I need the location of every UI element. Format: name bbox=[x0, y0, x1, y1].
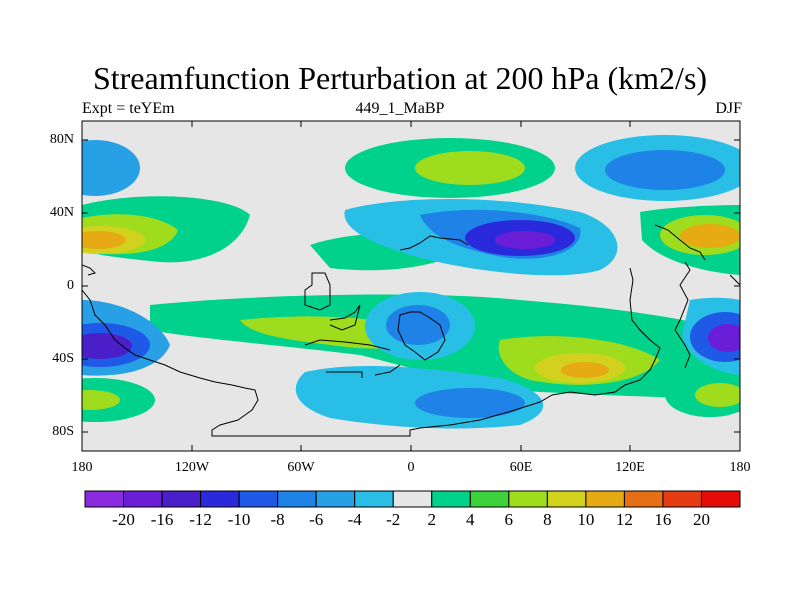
colorbar-swatch bbox=[161, 490, 202, 508]
lat-label: 40N bbox=[49, 205, 74, 220]
coastline bbox=[304, 339, 391, 351]
lon-label: 120W bbox=[174, 460, 210, 475]
map-title: Streamfunction Perturbation at 200 hPa (… bbox=[92, 60, 708, 96]
coastline bbox=[399, 235, 469, 251]
colorbar-swatch bbox=[354, 490, 394, 508]
colorbar-label: -20 bbox=[112, 510, 135, 529]
lon-label: 180 bbox=[71, 460, 93, 475]
colorbar-label: 20 bbox=[693, 510, 710, 529]
coastline bbox=[82, 264, 96, 276]
contour-region bbox=[495, 231, 555, 249]
colorbar-swatch bbox=[585, 490, 625, 508]
lon-label: 180 bbox=[729, 460, 751, 475]
colorbar-label: 16 bbox=[654, 510, 672, 529]
colorbar-swatch bbox=[508, 490, 548, 508]
colorbar-swatch bbox=[623, 490, 664, 508]
colorbar-swatch bbox=[200, 490, 240, 508]
lat-label: 80S bbox=[52, 424, 74, 439]
contour-region bbox=[561, 362, 609, 378]
contour-region bbox=[82, 390, 120, 410]
coastline bbox=[374, 364, 401, 376]
lon-label: 0 bbox=[407, 460, 415, 475]
coastline bbox=[326, 371, 363, 378]
colorbar bbox=[84, 490, 741, 508]
contour-region bbox=[605, 150, 725, 190]
coastline bbox=[397, 311, 446, 361]
colorbar-swatch bbox=[469, 490, 510, 508]
coastline bbox=[82, 267, 661, 437]
contour-region bbox=[386, 305, 450, 345]
colorbar-label: -10 bbox=[227, 510, 251, 529]
colorbar-label: 4 bbox=[466, 510, 475, 529]
experiment-label: Expt = teYEm bbox=[82, 100, 175, 117]
lon-ticks bbox=[191, 121, 631, 451]
colorbar-swatch bbox=[546, 490, 587, 508]
colorbar-label: -2 bbox=[386, 510, 401, 529]
colorbar-swatch bbox=[238, 490, 279, 508]
coastlines bbox=[82, 224, 740, 437]
colorbar-swatch bbox=[277, 490, 317, 508]
colorbar-swatch bbox=[123, 490, 163, 508]
lat-ticks bbox=[82, 139, 740, 433]
colorbar-label: -12 bbox=[189, 510, 212, 529]
lon-label: 60E bbox=[509, 460, 533, 475]
colorbar-label: 6 bbox=[504, 510, 514, 529]
lat-label: 80N bbox=[49, 132, 74, 147]
lat-label: 40S bbox=[52, 351, 74, 366]
run-label: 449_1_MaBP bbox=[355, 100, 445, 117]
contour-region bbox=[695, 383, 740, 407]
coastline bbox=[654, 224, 706, 261]
colorbar-swatch bbox=[700, 490, 741, 508]
colorbar-label: -6 bbox=[309, 510, 324, 529]
colorbar-label: 12 bbox=[615, 510, 633, 529]
contour-region bbox=[82, 140, 140, 196]
lat-label: 0 bbox=[67, 278, 74, 293]
coastline bbox=[729, 274, 740, 286]
colorbar-swatch bbox=[662, 490, 702, 508]
lon-label: 120E bbox=[615, 460, 645, 475]
colorbar-label: -4 bbox=[347, 510, 362, 529]
contour-region bbox=[82, 231, 126, 249]
colorbar-label: -16 bbox=[150, 510, 174, 529]
colorbar-label: -8 bbox=[270, 510, 285, 529]
coastline bbox=[674, 261, 691, 369]
season-label: DJF bbox=[715, 100, 742, 117]
colorbar-label: 2 bbox=[427, 510, 437, 529]
coastline bbox=[329, 304, 361, 331]
contour-region bbox=[708, 324, 740, 352]
contour-region bbox=[82, 333, 132, 359]
coastline bbox=[304, 272, 331, 311]
colorbar-swatch bbox=[431, 490, 471, 508]
contour-region bbox=[415, 388, 525, 418]
lon-label: 60W bbox=[287, 460, 315, 475]
contour-region bbox=[680, 224, 740, 248]
colorbar-label: 8 bbox=[543, 510, 552, 529]
colorbar-swatch bbox=[84, 490, 125, 508]
colorbar-label: 10 bbox=[577, 510, 595, 529]
colorbar-swatch bbox=[315, 490, 356, 508]
colorbar-swatch bbox=[392, 490, 433, 508]
contour-fill bbox=[82, 135, 740, 429]
contour-region bbox=[415, 151, 525, 185]
